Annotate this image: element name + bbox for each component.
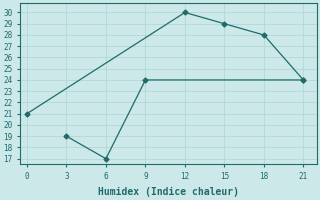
- X-axis label: Humidex (Indice chaleur): Humidex (Indice chaleur): [98, 186, 239, 197]
